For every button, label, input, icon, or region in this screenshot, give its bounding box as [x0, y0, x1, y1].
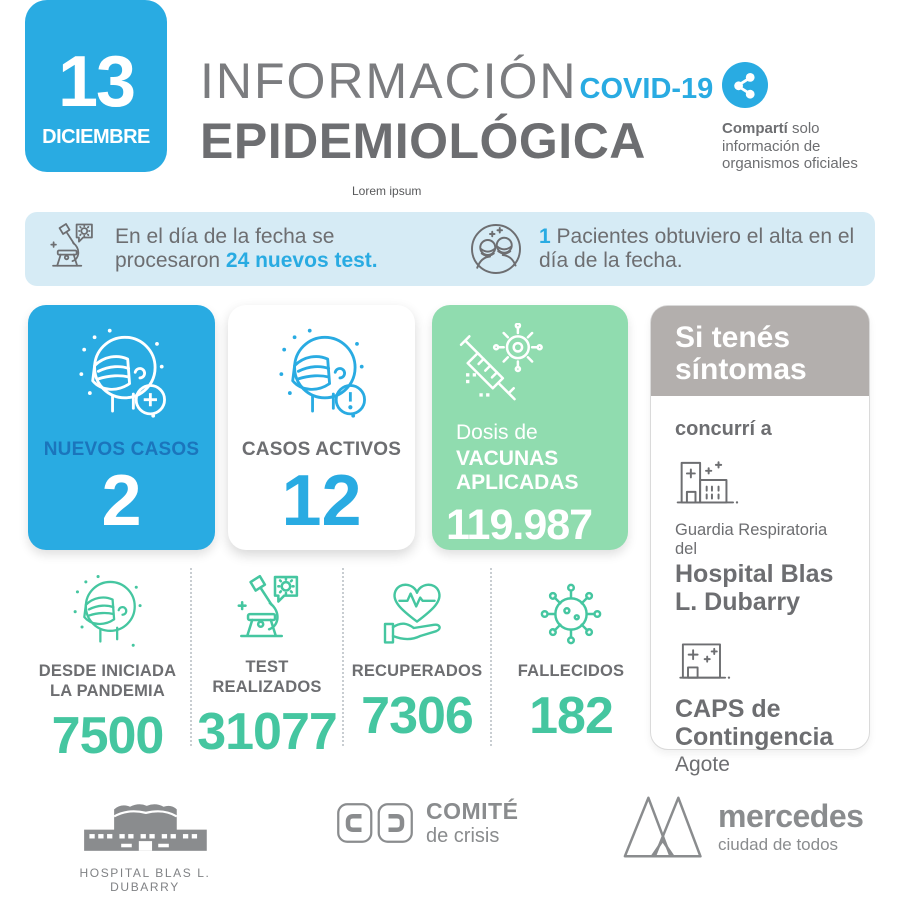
- hospital-building-icon: [675, 455, 741, 511]
- title-epidemiologica: EPIDEMIOLÓGICA: [200, 113, 646, 169]
- comite-logo-line1: COMITÉ: [426, 798, 519, 824]
- date-day: 13: [57, 41, 136, 122]
- stat-total-cases-value: 7500: [51, 706, 165, 765]
- share-block: Compartí solo información de organismos …: [722, 62, 882, 173]
- stat-deceased: FALLECIDOS 182: [492, 568, 650, 746]
- active-cases-value: 12: [281, 461, 362, 541]
- tests-processed-text: En el día de la fecha se procesaron 24 n…: [115, 225, 378, 274]
- stat-recovered-value: 7306: [361, 686, 474, 745]
- share-caption-rest: solo información de organismos oficiales: [722, 120, 858, 173]
- heart-hand-icon: [377, 572, 457, 656]
- vaccines-label-bold: VACUNAS APLICADAS: [456, 447, 579, 494]
- tests-text-prefix: En el día de la fecha se procesaron: [115, 224, 335, 272]
- virus-icon: [534, 572, 608, 656]
- mercedes-logo-line2: ciudad de todos: [718, 834, 839, 854]
- daily-summary-banner: En el día de la fecha se procesaron 24 n…: [25, 212, 875, 286]
- discharged-patients-text: 1 Pacientes obtuviero el alta en el día …: [539, 225, 854, 274]
- stat-deceased-label: FALLECIDOS: [517, 662, 625, 680]
- masked-head-alert-icon: [270, 325, 374, 429]
- active-cases-card: CASOS ACTIVOS 12: [228, 305, 415, 550]
- lorem-ipsum-note: Lorem ipsum: [352, 184, 422, 198]
- discharged-rest: Pacientes obtuviero el alta en el día de…: [539, 224, 855, 272]
- stat-deceased-value: 182: [529, 686, 614, 745]
- symptoms-panel: Si tenés síntomas concurrí a Guardia Res…: [650, 305, 870, 776]
- masked-head-plus-icon: [70, 325, 174, 429]
- discharged-patients-item: 1 Pacientes obtuviero el alta en el día …: [469, 222, 854, 276]
- masked-patients-icon: [469, 222, 523, 276]
- stat-tests-value: 31077: [197, 702, 338, 761]
- pandemic-stats-row: DESDE INICIADA LA PANDEMIA 7500 TEST REA…: [25, 568, 650, 762]
- masked-head-icon: [66, 572, 150, 656]
- hospital-silhouette-icon: [70, 796, 220, 858]
- mercedes-m-icon: [622, 792, 704, 860]
- date-month: DICIEMBRE: [42, 125, 150, 148]
- title-informacion: INFORMACIÓN: [200, 53, 578, 109]
- stat-total-cases-label: DESDE INICIADA LA PANDEMIA: [38, 662, 177, 700]
- share-caption: Compartí solo información de organismos …: [722, 120, 882, 173]
- hospital-logo: HOSPITAL BLAS L. DUBARRY: [45, 796, 245, 894]
- symptoms-panel-title: Si tenés síntomas: [651, 306, 869, 396]
- stat-recovered: RECUPERADOS 7306: [344, 568, 492, 746]
- syringe-virus-icon: [456, 323, 548, 415]
- date-badge: 13 DICIEMBRE: [25, 0, 167, 172]
- comite-monogram-icon: [336, 800, 414, 846]
- comite-de-crisis-logo: COMITÉ de crisis: [336, 800, 518, 846]
- active-cases-label: CASOS ACTIVOS: [241, 439, 402, 460]
- stat-total-cases: DESDE INICIADA LA PANDEMIA 7500: [25, 568, 192, 762]
- vaccines-label-small: Dosis de: [456, 421, 538, 444]
- new-cases-card: NUEVOS CASOS 2: [28, 305, 215, 550]
- mercedes-city-logo: mercedes ciudad de todos: [622, 792, 864, 860]
- stat-recovered-label: RECUPERADOS: [351, 662, 483, 680]
- mercedes-logo-line1: mercedes: [718, 797, 864, 834]
- tests-text-highlight: 24 nuevos test.: [225, 249, 378, 272]
- discharged-highlight: 1: [539, 224, 551, 248]
- hospital-name: Hospital Blas L. Dubarry: [675, 560, 834, 616]
- vaccines-card: Dosis de VACUNAS APLICADAS 119.987: [432, 305, 628, 550]
- vaccines-value: 119.987: [446, 501, 593, 550]
- comite-logo-line2: de crisis: [426, 825, 500, 847]
- page-title: INFORMACIÓN COVID-19 EPIDEMIOLÓGICA: [200, 56, 713, 166]
- tests-processed-item: En el día de la fecha se procesaron 24 n…: [43, 221, 463, 277]
- stat-tests: TEST REALIZADOS 31077: [192, 568, 344, 758]
- new-cases-value: 2: [101, 461, 142, 541]
- hospital-logo-caption: HOSPITAL BLAS L. DUBARRY: [79, 866, 211, 894]
- microscope-icon: [43, 221, 99, 277]
- share-caption-bold: Compartí: [722, 120, 788, 137]
- symptoms-intro: concurrí a: [675, 418, 772, 440]
- caps-name: CAPS de Contingencia: [675, 695, 834, 751]
- caps-building-icon: [675, 638, 733, 686]
- caps-location: Agote: [675, 753, 730, 776]
- new-cases-label: NUEVOS CASOS: [43, 439, 200, 460]
- covid-tag: COVID-19: [579, 73, 714, 105]
- guardia-label: Guardia Respiratoria del: [675, 521, 828, 558]
- share-icon: [722, 62, 768, 108]
- stat-tests-label: TEST REALIZADOS: [212, 658, 322, 696]
- microscope-icon: [227, 572, 307, 652]
